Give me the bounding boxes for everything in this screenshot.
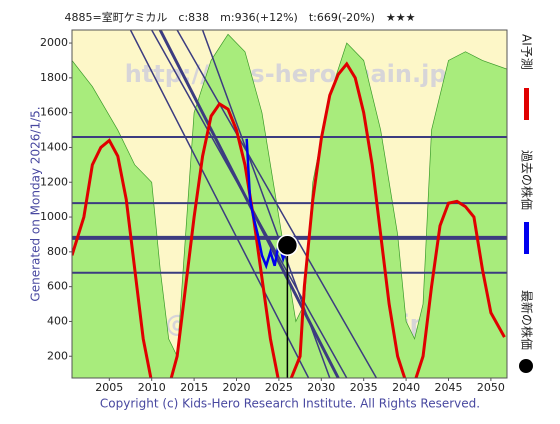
trend-line	[201, 30, 331, 378]
x-tick-label: 2045	[434, 381, 462, 394]
footer: Copyright (c) Kids-Hero Research Institu…	[100, 397, 480, 411]
y-tick-label: 400	[47, 314, 68, 327]
side-label: Generated on Monday 2026/1/5.	[29, 106, 43, 301]
x-tick-label: 2035	[350, 381, 378, 394]
trend-line	[129, 30, 310, 378]
legend-dot	[519, 359, 533, 373]
x-tick-label: 2040	[392, 381, 420, 394]
legend-label: 最新の株価	[520, 290, 535, 350]
x-tick-label: 2020	[223, 381, 251, 394]
plot: http://kids-hero.main.jp/info@kids-hero.…	[72, 30, 507, 378]
green-area	[72, 33, 507, 378]
chart-title: 4885=室町ケミカル c:838 m:936(+12%) t:669(-20%…	[65, 10, 416, 24]
y-tick-label: 600	[47, 280, 68, 293]
legend-label: 過去の株価	[520, 150, 535, 210]
x-tick-label: 2025	[265, 381, 293, 394]
y-tick-label: 1800	[40, 71, 68, 84]
y-tick-label: 200	[47, 349, 68, 362]
latest-dot	[276, 234, 299, 256]
x-tick-label: 2005	[95, 381, 123, 394]
y-tick-label: 2000	[40, 36, 68, 49]
series-line	[72, 61, 506, 378]
legend-label: AI予測	[520, 34, 534, 70]
x-tick-label: 2050	[477, 381, 505, 394]
x-tick-label: 2030	[307, 381, 335, 394]
y-tick-label: 800	[47, 245, 68, 258]
legend-swatch	[524, 88, 529, 120]
plot-frame	[71, 29, 508, 379]
x-tick-label: 2015	[180, 381, 208, 394]
y-tick-label: 1400	[40, 140, 68, 153]
y-tick-label: 1000	[40, 210, 68, 223]
x-tick-label: 2010	[138, 381, 166, 394]
trend-line	[176, 30, 378, 378]
y-tick-label: 1200	[40, 175, 68, 188]
legend-swatch	[524, 222, 529, 254]
watermark: http://kids-hero.main.jp/	[125, 60, 456, 88]
y-tick-label: 1600	[40, 106, 68, 119]
